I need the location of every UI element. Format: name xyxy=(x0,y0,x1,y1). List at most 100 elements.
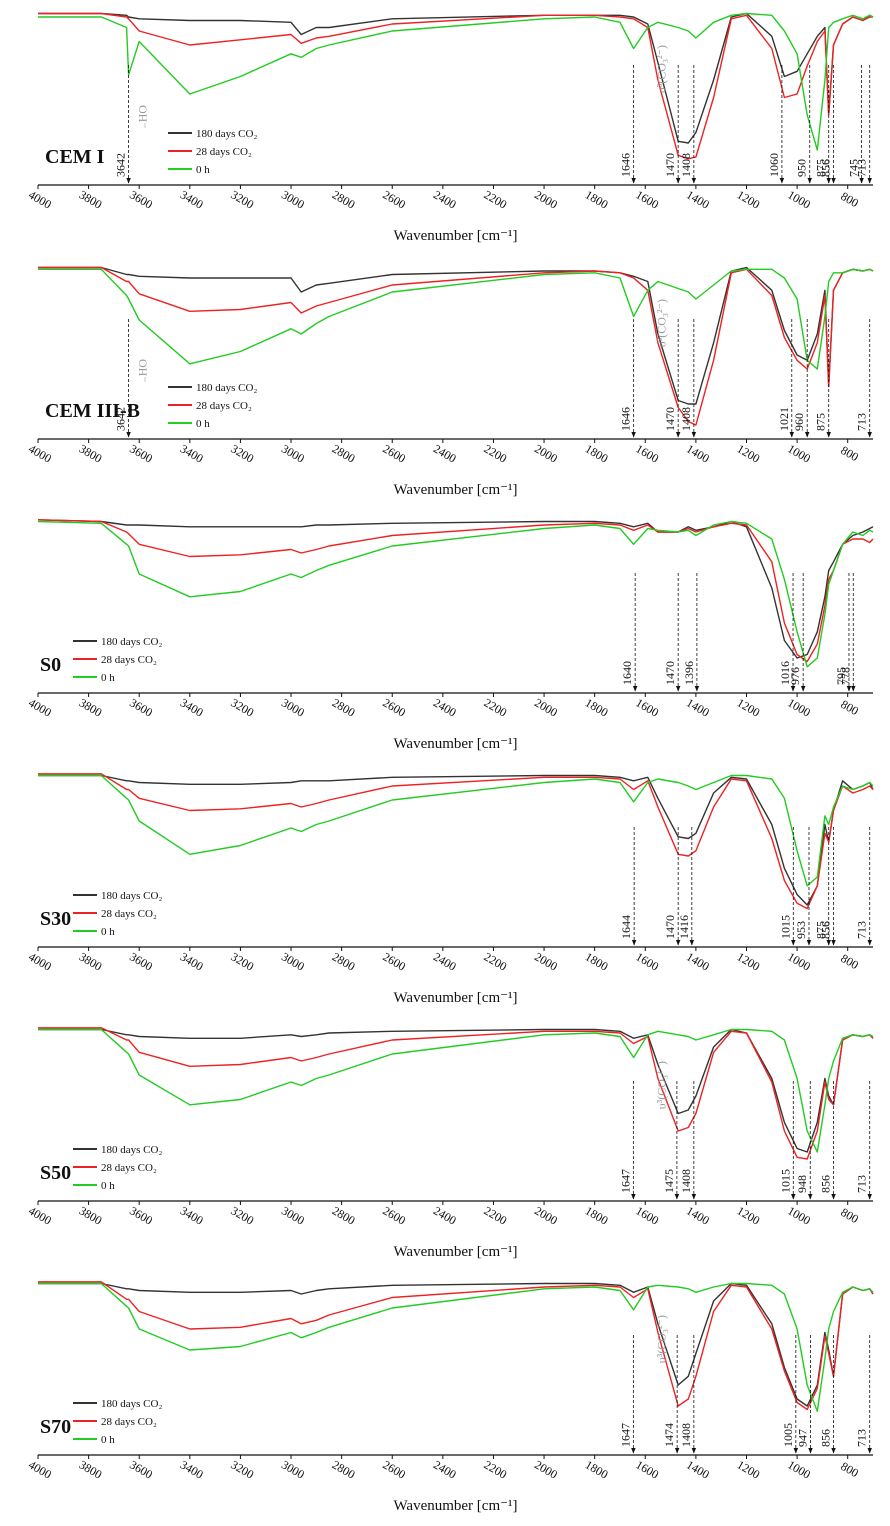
peak-label: 947 xyxy=(796,1429,810,1447)
x-tick-label: 2400 xyxy=(431,187,459,211)
x-tick-label: 3200 xyxy=(229,1203,257,1227)
spectrum-line xyxy=(38,1027,874,1160)
x-tick-label: 1200 xyxy=(735,441,763,465)
x-tick-label: 1600 xyxy=(633,187,661,211)
x-tick-label: 1800 xyxy=(583,695,611,719)
legend-label: 180 days CO₂ xyxy=(101,1144,162,1156)
x-tick-label: 1600 xyxy=(633,949,661,973)
band-label: υ³(CO₃²⁻) xyxy=(655,1061,669,1109)
peak-label: 1646 xyxy=(619,153,633,177)
x-tick-label: 1200 xyxy=(735,187,763,211)
peak-label: 875 xyxy=(814,413,828,431)
spectrum-line xyxy=(38,774,874,887)
x-tick-label: 4000 xyxy=(26,695,54,719)
legend-label: 180 days CO₂ xyxy=(101,1398,162,1410)
x-tick-label: 1200 xyxy=(735,1457,763,1481)
panel-title: S50 xyxy=(40,1162,71,1184)
x-tick-label: 1200 xyxy=(735,695,763,719)
legend-label: 0 h xyxy=(101,1434,115,1446)
panel: 4000 3800 3600 3400 3200 3000 2800 2600 2400 2200… xyxy=(26,1027,874,1260)
peak-label: 856 xyxy=(819,1175,833,1193)
x-tick-label: 1000 xyxy=(785,441,813,465)
peak-label: 1646 xyxy=(619,407,633,431)
x-tick-label: 2000 xyxy=(532,695,560,719)
band-label: υ³(CO₃²⁻) xyxy=(655,1315,669,1363)
legend-label: 0 h xyxy=(101,1180,115,1192)
x-tick-label: 3600 xyxy=(127,441,155,465)
x-tick-label: 2200 xyxy=(482,949,510,973)
x-tick-label: 2600 xyxy=(380,187,408,211)
x-tick-label: 2600 xyxy=(380,1457,408,1481)
peak-label: 948 xyxy=(795,1175,809,1193)
x-tick-label: 2000 xyxy=(532,949,560,973)
x-tick-label: 3200 xyxy=(229,949,257,973)
peak-label: 950 xyxy=(795,159,809,177)
x-tick-label: 3000 xyxy=(279,1457,307,1481)
x-tick-label: 2800 xyxy=(330,1203,358,1227)
x-tick-label: 3600 xyxy=(127,1203,155,1227)
x-tick-label: 3000 xyxy=(279,695,307,719)
legend-label: 0 h xyxy=(196,418,210,430)
x-tick-label: 2800 xyxy=(330,187,358,211)
x-tick-label: 4000 xyxy=(26,1457,54,1481)
spectrum-line xyxy=(38,773,874,910)
x-tick-label: 3800 xyxy=(77,441,105,465)
legend-label: 28 days CO₂ xyxy=(101,908,157,920)
x-tick-label: 800 xyxy=(838,697,861,718)
x-tick-label: 3800 xyxy=(77,1457,105,1481)
spectrum-line xyxy=(38,774,874,906)
x-tick-label: 2200 xyxy=(482,441,510,465)
spectrum-line xyxy=(38,1028,874,1153)
x-tick-label: 2000 xyxy=(532,441,560,465)
spectrum-line xyxy=(37,520,874,668)
x-tick-label: 3400 xyxy=(178,949,206,973)
x-tick-label: 3800 xyxy=(77,695,105,719)
peak-label: 3642 xyxy=(114,407,128,431)
x-tick-label: 3800 xyxy=(77,187,105,211)
legend-label: 0 h xyxy=(101,926,115,938)
x-tick-label: 2200 xyxy=(482,1457,510,1481)
x-tick-label: 2800 xyxy=(330,1457,358,1481)
x-tick-label: 1000 xyxy=(785,949,813,973)
x-tick-label: 800 xyxy=(838,1205,861,1226)
legend-label: 180 days CO₂ xyxy=(101,636,162,648)
x-axis-label: Wavenumber [cm⁻¹] xyxy=(393,990,517,1006)
x-tick-label: 3400 xyxy=(178,441,206,465)
panel: 4000 3800 3600 3400 3200 3000 2800 2600 2400 2200… xyxy=(26,773,874,1006)
peak-label: 713 xyxy=(855,159,869,177)
x-tick-label: 2200 xyxy=(482,695,510,719)
panel: 4000 3800 3600 3400 3200 3000 2800 2600 2400 2200… xyxy=(26,266,874,498)
band-label: υ³(CO₃²⁻) xyxy=(655,299,669,347)
x-tick-label: 800 xyxy=(838,189,861,210)
x-tick-label: 3800 xyxy=(77,1203,105,1227)
spectrum-line xyxy=(37,519,874,663)
peak-label: 1408 xyxy=(679,407,693,431)
x-tick-label: 1800 xyxy=(583,187,611,211)
x-tick-label: 4000 xyxy=(26,1203,54,1227)
peak-label: 1396 xyxy=(682,661,696,685)
x-tick-label: 1600 xyxy=(633,695,661,719)
peak-label: 960 xyxy=(792,413,806,431)
panel-title: S30 xyxy=(40,908,71,930)
x-tick-label: 2400 xyxy=(431,1457,459,1481)
x-tick-label: 2600 xyxy=(380,695,408,719)
x-tick-label: 3000 xyxy=(279,187,307,211)
x-tick-label: 4000 xyxy=(26,949,54,973)
peak-label: 3642 xyxy=(114,153,128,177)
peak-label: 1408 xyxy=(679,153,693,177)
peak-label: 875 xyxy=(814,921,828,939)
x-axis-label: Wavenumber [cm⁻¹] xyxy=(393,482,517,498)
spectrum-line xyxy=(38,1282,874,1412)
x-tick-label: 1800 xyxy=(583,1203,611,1227)
x-tick-label: 1800 xyxy=(583,1457,611,1481)
panel: 4000 3800 3600 3400 3200 3000 2800 2600 2400 2200… xyxy=(26,1281,874,1514)
x-tick-label: 3000 xyxy=(279,441,307,465)
panel-title: S70 xyxy=(40,1416,71,1438)
peak-label: 1016 xyxy=(778,661,792,685)
x-tick-label: 3600 xyxy=(127,949,155,973)
peak-label: 1647 xyxy=(618,1423,632,1447)
x-tick-label: 3400 xyxy=(178,187,206,211)
peak-label: 713 xyxy=(855,413,869,431)
peak-label: 976 xyxy=(788,667,802,685)
x-tick-label: 1800 xyxy=(583,949,611,973)
